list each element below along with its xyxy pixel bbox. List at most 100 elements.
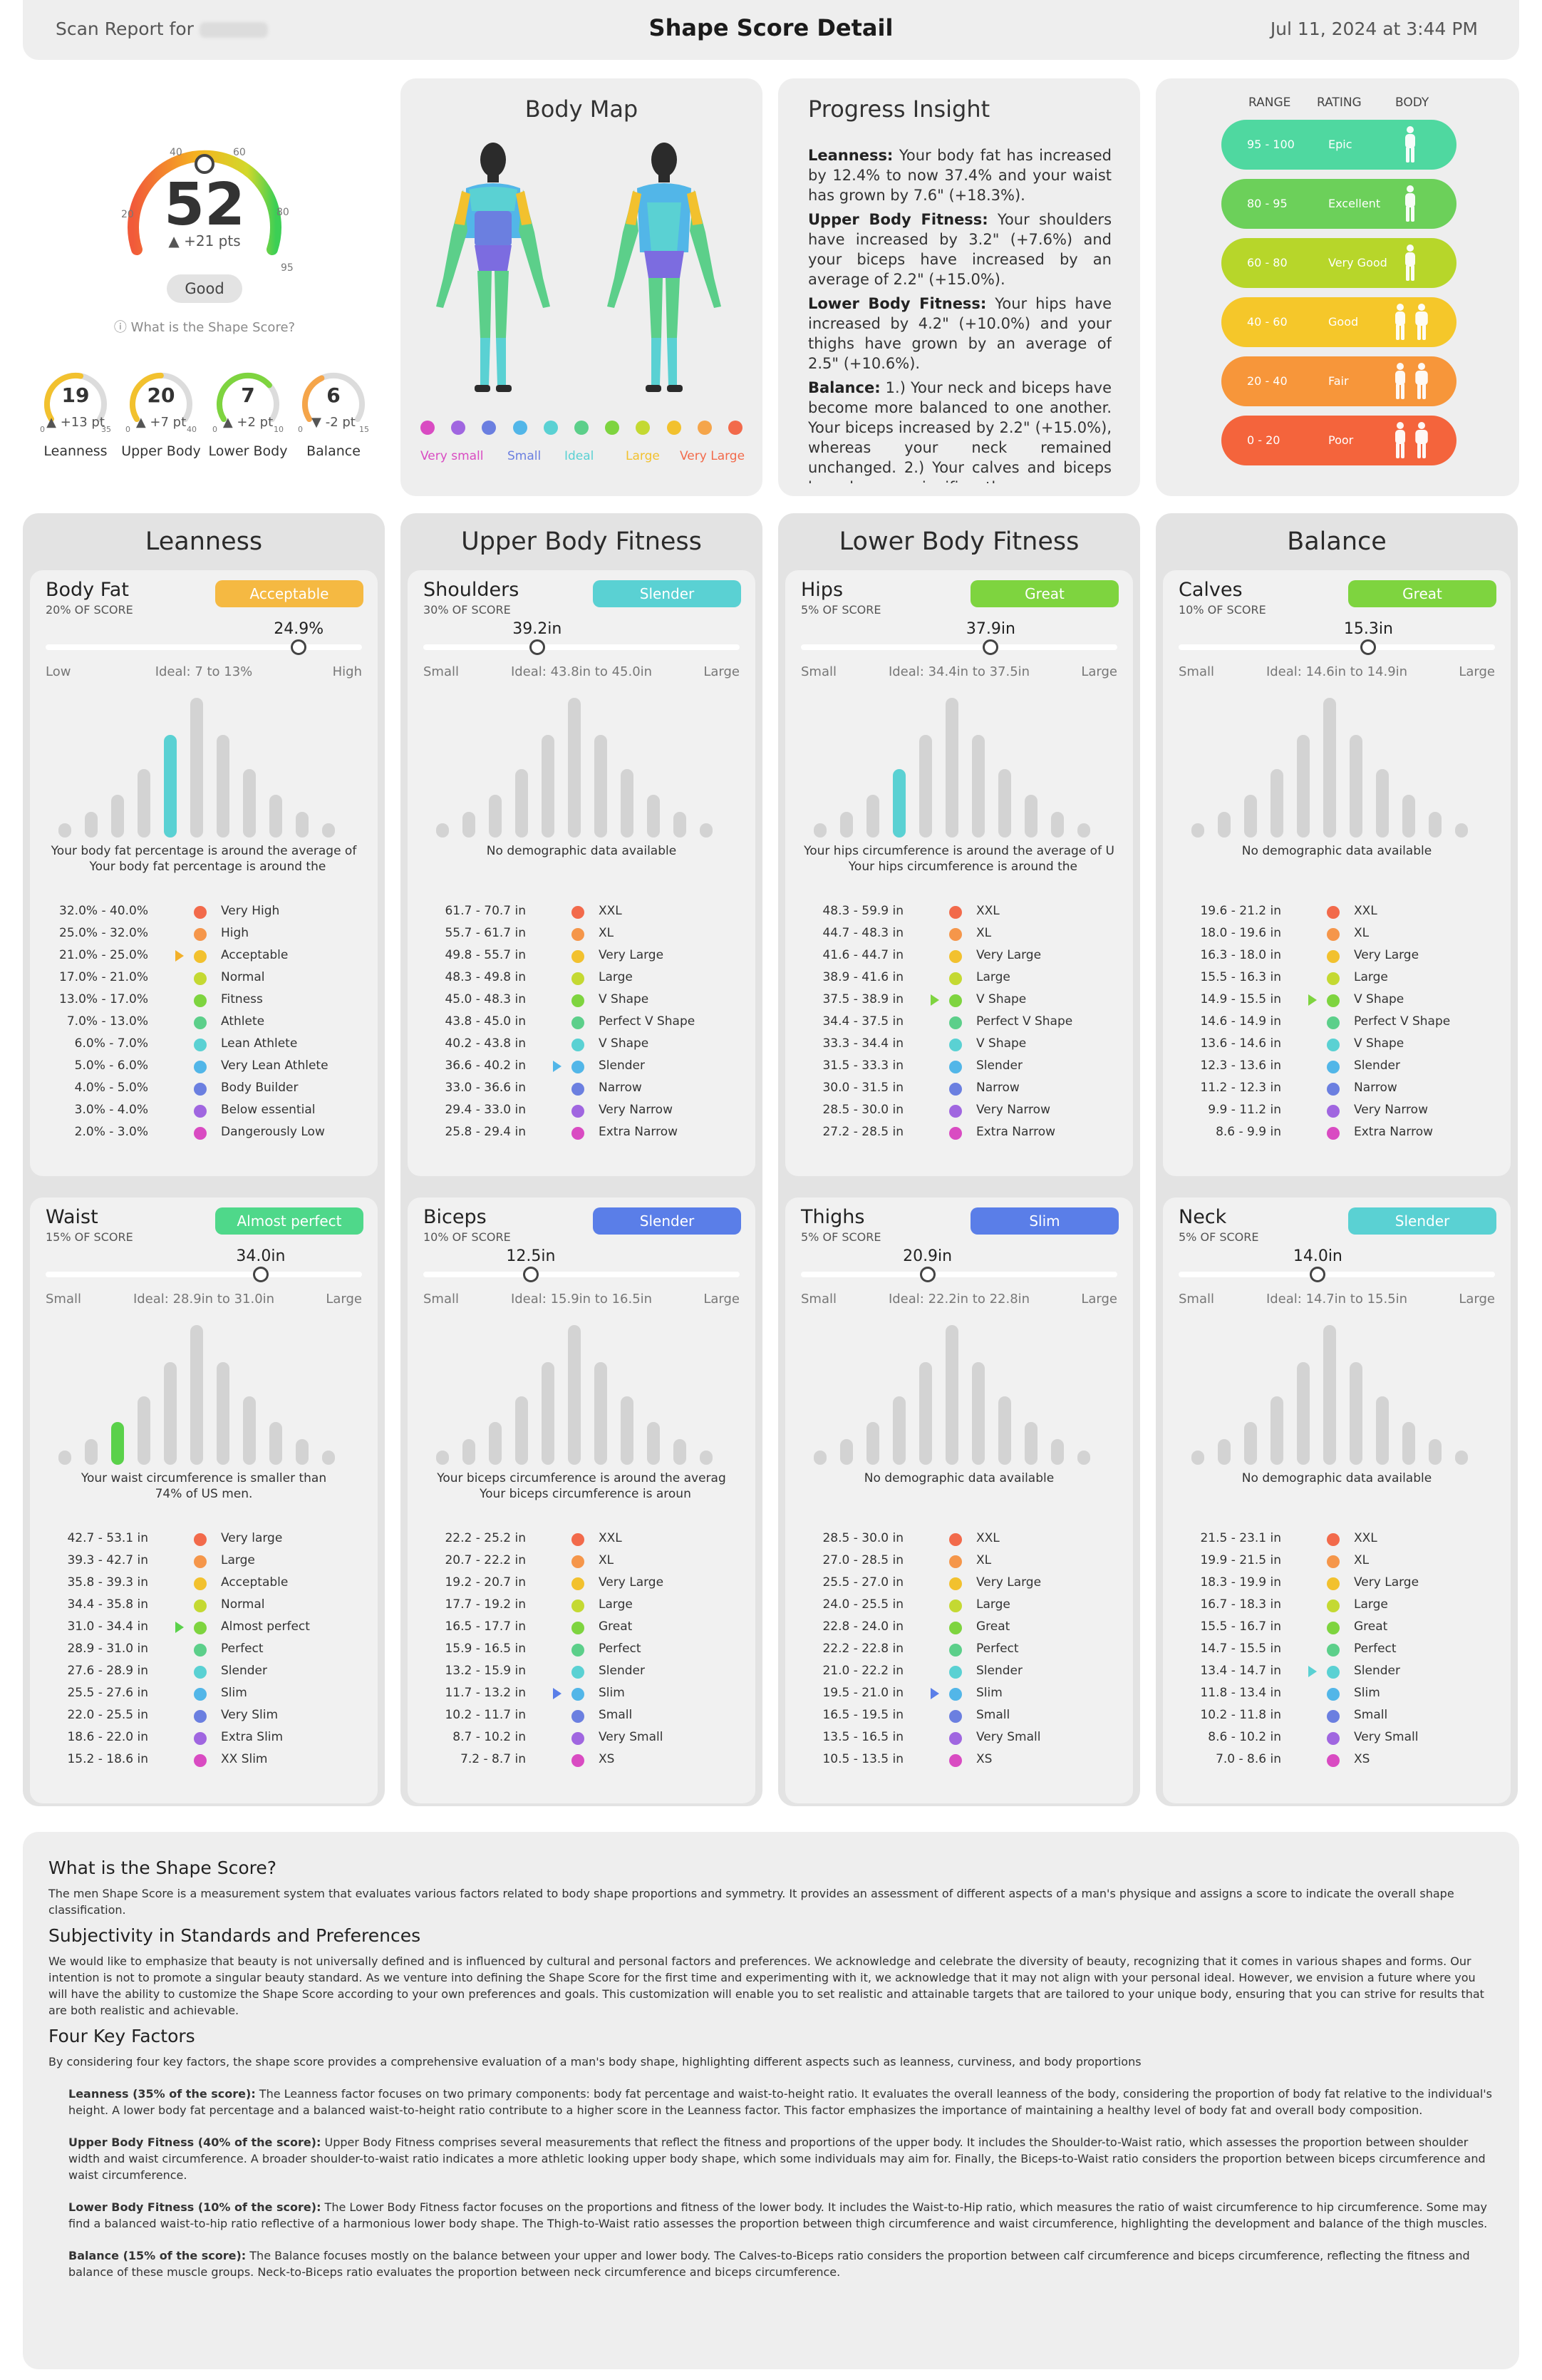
range-list-item: 10.2 - 11.8 in Small (1163, 1708, 1511, 1729)
metric-value: 14.0in (1293, 1247, 1342, 1265)
range-label: Normal (221, 970, 265, 984)
range-values: 13.6 - 14.6 in (1200, 1036, 1281, 1051)
histogram-bar (946, 1325, 958, 1465)
rating-row-good: 40 - 60 Good (1221, 297, 1456, 347)
range-values: 7.2 - 8.7 in (460, 1752, 526, 1766)
range-label: XXL (1354, 1531, 1377, 1545)
range-list-item: 27.0 - 28.5 in XL (785, 1553, 1133, 1575)
current-range-pointer-icon (1308, 994, 1317, 1006)
range-label: Narrow (599, 1081, 642, 1095)
rating-range: 80 - 95 (1247, 197, 1288, 210)
range-list-item: 41.6 - 44.7 in Very Large (785, 948, 1133, 969)
metric-slider-knob[interactable] (529, 639, 545, 655)
histogram-bar (138, 769, 150, 838)
metric-card-waist[interactable]: Waist 15% OF SCORE Almost perfect 34.0in Sma… (30, 1197, 378, 1803)
range-list-item: 25.5 - 27.0 in Very Large (785, 1575, 1133, 1597)
range-color-dot (1327, 928, 1340, 941)
metric-slider-knob[interactable] (1310, 1267, 1326, 1282)
range-color-dot (949, 928, 962, 941)
metric-slider-knob[interactable] (983, 639, 999, 655)
svg-text:0: 0 (212, 425, 217, 434)
range-color-dot (1327, 1754, 1340, 1767)
legend-color-dot (451, 421, 466, 435)
metric-slider-knob[interactable] (291, 639, 307, 655)
range-color-dot (949, 1644, 962, 1657)
range-list-item: 48.3 - 49.8 in Large (408, 970, 755, 991)
range-color-dot (571, 1533, 584, 1546)
range-label: V Shape (976, 1036, 1027, 1051)
insight-leanness: Leanness: Your body fat has increased by… (808, 147, 1112, 204)
scale-low-label: Small (46, 1292, 81, 1307)
range-values: 34.4 - 35.8 in (67, 1597, 148, 1612)
shape-score-help-link[interactable]: ⓘ What is the Shape Score? (113, 320, 296, 335)
range-list-item: 5.0% - 6.0% Very Lean Athlete (30, 1058, 378, 1080)
mini-gauge: 0 35 (40, 373, 111, 434)
histogram-bar (1218, 812, 1231, 838)
histogram-bar (673, 812, 686, 838)
gauge-tick: 60 (233, 147, 246, 158)
range-label: Slim (221, 1686, 247, 1700)
range-values: 8.6 - 10.2 in (1208, 1730, 1281, 1744)
range-label: Very Large (976, 1575, 1042, 1590)
metric-slider-knob[interactable] (522, 1267, 539, 1282)
range-values: 38.9 - 41.6 in (822, 970, 904, 984)
mini-score-value: 20 (147, 383, 175, 407)
range-values: 31.5 - 33.3 in (822, 1058, 904, 1073)
scale-high-label: Large (703, 664, 740, 679)
range-label: Very Lean Athlete (221, 1058, 328, 1073)
range-values: 13.2 - 15.9 in (445, 1664, 526, 1678)
range-label: XX Slim (221, 1752, 268, 1766)
range-list-item: 8.6 - 9.9 in Extra Narrow (1163, 1125, 1511, 1146)
metric-card-hips[interactable]: Hips 5% OF SCORE Great 37.9in Small Ideal: 34… (785, 570, 1133, 1176)
svg-text:0: 0 (40, 425, 45, 434)
range-color-dot (1327, 1083, 1340, 1096)
rating-row-very-good: 60 - 80 Very Good (1221, 238, 1456, 288)
histogram-bar (919, 1362, 932, 1465)
metric-card-body-fat[interactable]: Body Fat 20% OF SCORE Acceptable 24.9% Low Id… (30, 570, 378, 1176)
metric-slider-knob[interactable] (919, 1267, 936, 1282)
histogram-bar (1376, 1396, 1389, 1465)
metric-value: 37.9in (966, 620, 1015, 638)
range-values: 3.0% - 4.0% (74, 1103, 148, 1117)
range-list-item: 22.2 - 25.2 in XXL (408, 1531, 755, 1552)
metric-card-neck[interactable]: Neck 5% OF SCORE Slender 14.0in Small Ideal: … (1163, 1197, 1511, 1803)
range-values: 15.9 - 16.5 in (445, 1642, 526, 1656)
range-label: XXL (976, 904, 1000, 918)
metric-card-calves[interactable]: Calves 10% OF SCORE Great 15.3in Small Ideal:… (1163, 570, 1511, 1176)
info-text-what-is: The men Shape Score is a measurement sys… (48, 1887, 1454, 1917)
category-title: Upper Body Fitness (461, 527, 702, 556)
range-label: XS (1354, 1752, 1370, 1766)
range-color-dot (571, 1732, 584, 1745)
body-back-figure (607, 143, 721, 392)
info-text-key-factors: By considering four key factors, the sha… (48, 2055, 1142, 2069)
metric-card-thighs[interactable]: Thighs 5% OF SCORE Slim 20.9in Small Ideal: 2… (785, 1197, 1133, 1803)
histogram-bar (919, 735, 932, 838)
gauge-knob (195, 154, 214, 174)
gauge-tick: 20 (121, 209, 134, 220)
range-color-dot (194, 1105, 207, 1118)
range-list-item: 22.8 - 24.0 in Great (785, 1619, 1133, 1641)
range-values: 24.0 - 25.5 in (822, 1597, 904, 1612)
metric-card-shoulders[interactable]: Shoulders 30% OF SCORE Slender 39.2in Small I… (408, 570, 755, 1176)
range-list-item: 3.0% - 4.0% Below essential (30, 1103, 378, 1124)
distribution-histogram (814, 695, 1106, 838)
range-list-item: 18.3 - 19.9 in Very Large (1163, 1575, 1511, 1597)
range-color-dot (1327, 1688, 1340, 1701)
histogram-bar (111, 1422, 124, 1465)
metric-slider-knob[interactable] (252, 1267, 269, 1282)
progress-insight-text[interactable]: Leanness: Your body fat has increased by… (808, 145, 1112, 483)
demographic-note: No demographic data available (1241, 844, 1432, 858)
range-label: Very High (221, 904, 280, 918)
metric-card-biceps[interactable]: Biceps 10% OF SCORE Slender 12.5in Small Idea… (408, 1197, 755, 1803)
range-list-item: 44.7 - 48.3 in XL (785, 926, 1133, 947)
range-list-item: 28.5 - 30.0 in Very Narrow (785, 1103, 1133, 1124)
range-color-dot (949, 1555, 962, 1568)
range-values: 17.0% - 21.0% (59, 970, 148, 984)
range-label: Very Small (599, 1730, 663, 1744)
metric-slider-track (423, 1272, 740, 1277)
range-color-dot (194, 1061, 207, 1073)
shape-score-delta: ▲ +21 pts (168, 232, 241, 249)
range-values: 13.5 - 16.5 in (822, 1730, 904, 1744)
histogram-bar (1191, 823, 1204, 838)
metric-slider-knob[interactable] (1360, 639, 1377, 655)
